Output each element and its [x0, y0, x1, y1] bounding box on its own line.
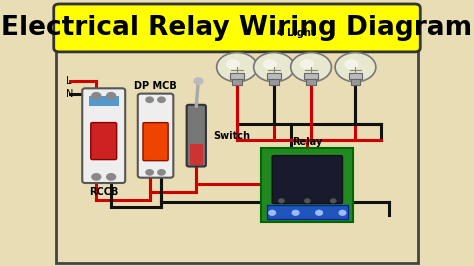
FancyBboxPatch shape — [91, 123, 117, 160]
Text: Relay: Relay — [292, 137, 322, 147]
Bar — [304, 73, 318, 79]
Bar — [232, 79, 242, 85]
Circle shape — [331, 199, 336, 203]
Bar — [351, 79, 360, 85]
Circle shape — [146, 97, 153, 102]
FancyBboxPatch shape — [272, 156, 343, 203]
Circle shape — [158, 97, 165, 102]
Circle shape — [292, 210, 299, 215]
Circle shape — [335, 53, 376, 82]
FancyBboxPatch shape — [82, 88, 125, 183]
Circle shape — [300, 59, 314, 69]
Circle shape — [194, 78, 203, 84]
Circle shape — [263, 59, 277, 69]
Circle shape — [305, 199, 310, 203]
Circle shape — [279, 199, 284, 203]
FancyBboxPatch shape — [138, 94, 173, 178]
FancyBboxPatch shape — [143, 123, 168, 161]
Bar — [269, 79, 279, 85]
Bar — [190, 144, 203, 165]
FancyBboxPatch shape — [54, 4, 420, 52]
Circle shape — [339, 210, 346, 215]
Bar — [89, 96, 118, 106]
Circle shape — [226, 59, 240, 69]
Circle shape — [92, 93, 101, 99]
Circle shape — [107, 174, 116, 180]
Circle shape — [269, 210, 275, 215]
FancyBboxPatch shape — [187, 105, 206, 167]
Bar — [306, 79, 316, 85]
FancyBboxPatch shape — [262, 148, 353, 222]
Text: Switch: Switch — [213, 131, 250, 141]
Text: Electrical Relay Wiring Diagram: Electrical Relay Wiring Diagram — [1, 15, 473, 41]
Circle shape — [217, 53, 257, 82]
Bar — [266, 205, 348, 219]
Circle shape — [146, 170, 153, 175]
Text: DP MCB: DP MCB — [134, 81, 177, 92]
Circle shape — [158, 170, 165, 175]
Circle shape — [254, 53, 294, 82]
Circle shape — [107, 93, 116, 99]
Circle shape — [92, 174, 101, 180]
Text: L: L — [66, 76, 72, 86]
Circle shape — [316, 210, 322, 215]
Text: RCCB: RCCB — [89, 186, 118, 197]
Text: 4 Light: 4 Light — [277, 28, 316, 38]
Circle shape — [344, 59, 358, 69]
Bar — [267, 73, 281, 79]
Circle shape — [291, 53, 331, 82]
Text: N: N — [66, 89, 73, 99]
Bar — [230, 73, 244, 79]
Bar — [349, 73, 362, 79]
